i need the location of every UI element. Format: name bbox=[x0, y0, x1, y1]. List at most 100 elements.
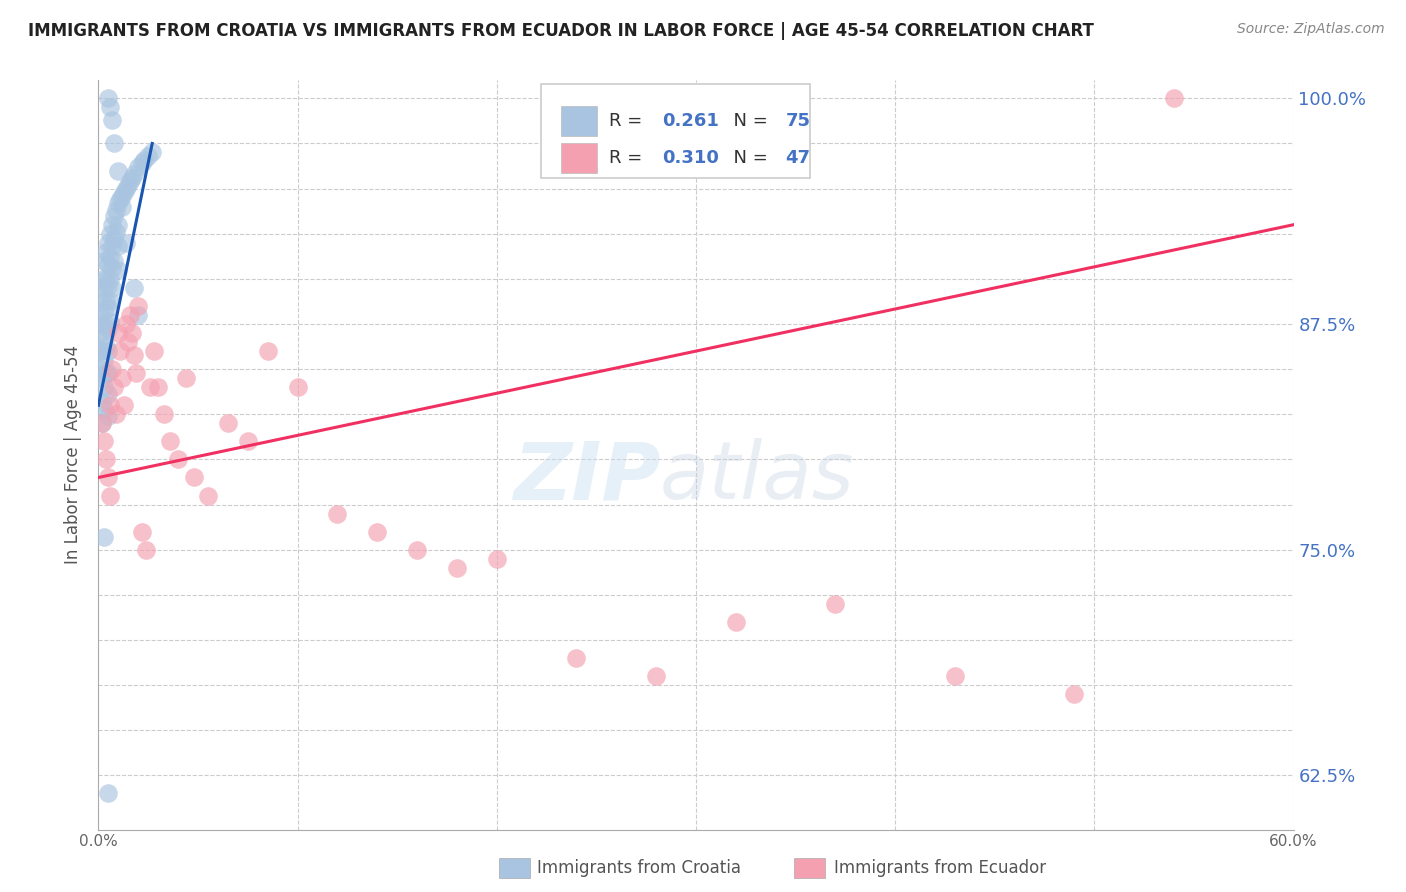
Text: 0.261: 0.261 bbox=[662, 112, 720, 129]
Point bbox=[89, 308, 111, 322]
Text: Source: ZipAtlas.com: Source: ZipAtlas.com bbox=[1237, 22, 1385, 37]
Point bbox=[96, 341, 118, 355]
Point bbox=[97, 235, 120, 250]
Point bbox=[89, 362, 111, 376]
Point bbox=[134, 153, 156, 167]
Point bbox=[101, 113, 124, 128]
Y-axis label: In Labor Force | Age 45-54: In Labor Force | Age 45-54 bbox=[65, 345, 83, 565]
Text: Immigrants from Ecuador: Immigrants from Ecuador bbox=[834, 859, 1046, 877]
Point bbox=[112, 398, 135, 412]
Point bbox=[96, 366, 118, 380]
Point bbox=[97, 366, 120, 380]
Point bbox=[89, 326, 111, 340]
Point bbox=[98, 489, 122, 503]
Point bbox=[89, 344, 111, 359]
Point bbox=[97, 322, 120, 336]
Point bbox=[326, 507, 349, 521]
Point bbox=[127, 308, 149, 322]
Point bbox=[103, 209, 125, 223]
Point bbox=[93, 530, 115, 544]
Point bbox=[256, 344, 278, 359]
Point bbox=[136, 149, 159, 163]
FancyBboxPatch shape bbox=[561, 144, 596, 173]
Point bbox=[96, 244, 118, 259]
Point bbox=[101, 218, 124, 232]
Point bbox=[93, 253, 115, 268]
Point bbox=[112, 185, 135, 199]
Point bbox=[565, 651, 588, 665]
Point bbox=[96, 317, 118, 331]
Point bbox=[1163, 91, 1185, 105]
Point bbox=[110, 193, 132, 207]
Point bbox=[97, 470, 120, 484]
Point bbox=[135, 542, 157, 557]
Point bbox=[121, 326, 143, 340]
Point bbox=[101, 261, 124, 276]
Point bbox=[101, 239, 124, 253]
Point bbox=[96, 272, 118, 286]
Point bbox=[153, 407, 176, 421]
Point bbox=[236, 434, 259, 449]
Point bbox=[943, 669, 966, 683]
Point bbox=[120, 174, 142, 188]
Text: 75: 75 bbox=[786, 112, 811, 129]
Point bbox=[105, 225, 128, 239]
Point bbox=[148, 380, 170, 394]
Point bbox=[124, 281, 146, 295]
Point bbox=[97, 787, 120, 801]
Point bbox=[103, 136, 125, 151]
Text: N =: N = bbox=[723, 112, 773, 129]
Point bbox=[115, 235, 138, 250]
Point bbox=[824, 597, 846, 611]
Point bbox=[1063, 687, 1085, 701]
Point bbox=[93, 434, 115, 449]
Text: atlas: atlas bbox=[661, 438, 855, 516]
Point bbox=[111, 189, 134, 203]
Point bbox=[98, 100, 122, 114]
Text: 0.310: 0.310 bbox=[662, 150, 720, 168]
Point bbox=[91, 394, 114, 409]
Point bbox=[117, 334, 139, 349]
Point bbox=[131, 524, 153, 539]
Point bbox=[485, 551, 508, 566]
Point bbox=[103, 380, 125, 394]
Point bbox=[98, 398, 122, 412]
Point bbox=[111, 200, 134, 214]
Point bbox=[107, 218, 129, 232]
Point bbox=[93, 329, 115, 343]
Point bbox=[91, 272, 114, 286]
Point bbox=[143, 344, 166, 359]
Point bbox=[93, 353, 115, 368]
Text: 47: 47 bbox=[786, 150, 811, 168]
Point bbox=[645, 669, 668, 683]
Text: IMMIGRANTS FROM CROATIA VS IMMIGRANTS FROM ECUADOR IN LABOR FORCE | AGE 45-54 CO: IMMIGRANTS FROM CROATIA VS IMMIGRANTS FR… bbox=[28, 22, 1094, 40]
Point bbox=[91, 290, 114, 304]
Point bbox=[103, 232, 125, 246]
Point bbox=[197, 489, 219, 503]
Point bbox=[117, 178, 139, 192]
Point bbox=[93, 281, 115, 295]
Point bbox=[98, 250, 122, 264]
Point bbox=[98, 227, 122, 241]
Point bbox=[107, 196, 129, 211]
Point bbox=[121, 170, 143, 185]
FancyBboxPatch shape bbox=[541, 84, 810, 178]
Text: Immigrants from Croatia: Immigrants from Croatia bbox=[537, 859, 741, 877]
Point bbox=[127, 299, 149, 313]
Point bbox=[141, 145, 163, 160]
FancyBboxPatch shape bbox=[561, 105, 596, 136]
Point bbox=[91, 371, 114, 385]
Point bbox=[183, 470, 205, 484]
Point bbox=[217, 417, 239, 431]
Point bbox=[97, 301, 120, 315]
Point bbox=[97, 344, 120, 359]
Point bbox=[91, 317, 114, 331]
Point bbox=[98, 293, 122, 308]
Point bbox=[91, 417, 114, 431]
Text: N =: N = bbox=[723, 150, 773, 168]
Point bbox=[724, 615, 747, 629]
Point bbox=[91, 344, 114, 359]
Point bbox=[107, 326, 129, 340]
Point bbox=[115, 181, 138, 195]
Point bbox=[97, 257, 120, 271]
